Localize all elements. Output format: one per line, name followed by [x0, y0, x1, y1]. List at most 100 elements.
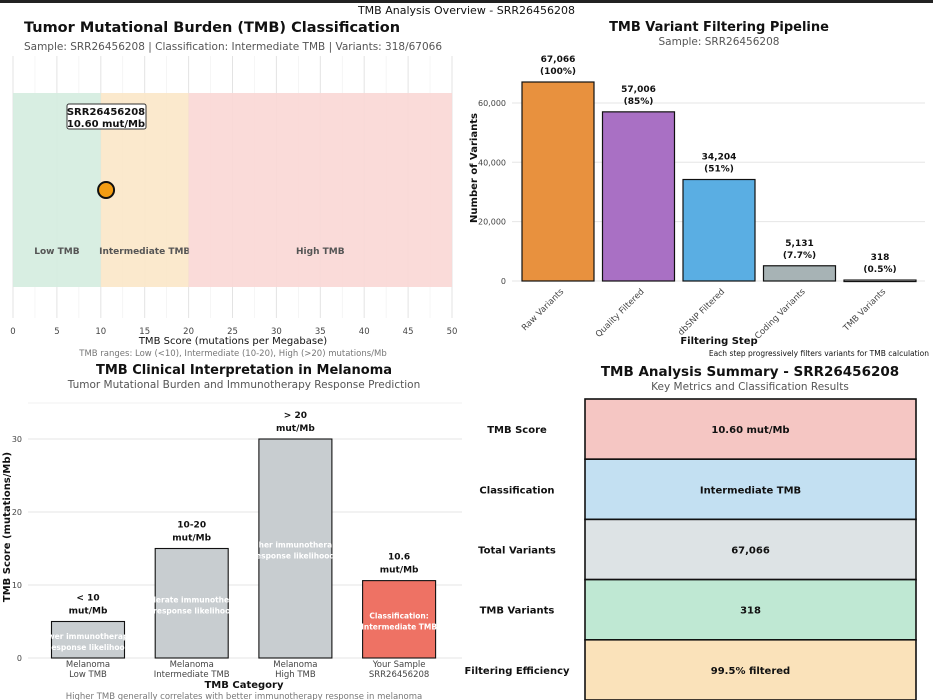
region-label: High TMB: [296, 247, 345, 257]
table-row-label: Total Variants: [478, 546, 556, 557]
y-tick-label: 10: [12, 581, 22, 590]
x-tick-label: Melanoma: [273, 660, 317, 670]
bar-percent-label: (7.7%): [783, 251, 816, 261]
bar-percent-label: (0.5%): [863, 265, 896, 275]
y-axis-label: TMB Score (mutations/Mb): [2, 452, 13, 602]
chart-title: TMB Variant Filtering Pipeline: [609, 20, 829, 35]
table-row-2: [584, 518, 917, 581]
y-tick-label: 0: [501, 277, 506, 286]
x-tick-label: 35: [315, 327, 326, 337]
bar-inner-label: gher immunotherap: [253, 541, 338, 550]
chart-subtitle: Tumor Mutational Burden and Immunotherap…: [67, 379, 420, 391]
bar-3: [762, 265, 837, 282]
x-tick-label: dbSNP Filtered: [676, 287, 727, 338]
bar-0: [50, 620, 126, 659]
x-tick-label: Raw Variants: [520, 287, 566, 333]
sample-annotation-score: 10.60 mut/Mb: [67, 119, 145, 130]
table-row-label: Filtering Efficiency: [464, 666, 570, 677]
bar-2: [682, 178, 756, 282]
y-tick-label: 30: [12, 435, 22, 444]
y-tick-label: 20,000: [478, 218, 506, 227]
table-row-label: TMB Score: [487, 425, 547, 436]
table-row-label: TMB Variants: [480, 606, 555, 617]
bar-top-label: 10.6: [388, 553, 410, 563]
x-tick-label: Your Sample: [372, 660, 426, 670]
table-subtitle: Key Metrics and Classification Results: [651, 381, 849, 393]
bar-top-label: mut/Mb: [276, 424, 315, 434]
bar-value-label: 57,006: [621, 85, 656, 95]
x-tick-label: 5: [54, 327, 59, 337]
top-bar: [0, 0, 933, 3]
table-title: TMB Analysis Summary - SRR26456208: [601, 364, 899, 380]
table-row-label: Classification: [479, 485, 554, 496]
table-row-1: [584, 458, 917, 521]
x-tick-label: 30: [271, 327, 282, 337]
bar-top-label: > 20: [284, 411, 307, 421]
bar-top-label: mut/Mb: [380, 566, 419, 576]
bar-inner-label: Intermediate TMB: [361, 622, 437, 631]
table-row-4: [584, 638, 917, 700]
bar-inner-label: esponse likelihoo: [51, 643, 124, 652]
x-axis-label: TMB Category: [204, 680, 283, 691]
bar-top-label: mut/Mb: [172, 534, 211, 544]
table-row-value: Intermediate TMB: [700, 485, 801, 496]
chart-subtitle: Sample: SRR26456208: [659, 36, 780, 48]
x-tick-label: 50: [447, 327, 458, 337]
table-row-value: 99.5% filtered: [711, 666, 790, 677]
x-tick-label: 40: [359, 327, 370, 337]
x-tick-label: SRR26456208: [369, 670, 429, 680]
chart-note: Higher TMB generally correlates with bet…: [66, 692, 423, 700]
x-tick-label: 25: [227, 327, 238, 337]
bar-top-label: < 10: [76, 594, 99, 604]
chart-note: TMB ranges: Low (<10), Intermediate (10-…: [78, 349, 386, 359]
bar-top-label: mut/Mb: [69, 607, 108, 617]
bar-inner-label: response likelihoo: [153, 606, 230, 615]
x-tick-label: High TMB: [275, 670, 316, 680]
x-tick-label: Quality Filtered: [594, 287, 647, 340]
sample-annotation-box: [66, 103, 147, 130]
bar-1: [601, 111, 676, 282]
chart-title: TMB Clinical Interpretation in Melanoma: [96, 363, 392, 378]
region-label: Low TMB: [34, 247, 79, 257]
bar-value-label: 5,131: [785, 239, 813, 249]
bar-percent-label: (51%): [704, 165, 734, 175]
x-tick-label: Intermediate TMB: [154, 670, 230, 680]
chart-subtitle: Sample: SRR26456208 | Classification: In…: [24, 41, 442, 53]
y-tick-label: 20: [12, 508, 22, 517]
x-tick-label: 10: [95, 327, 106, 337]
x-tick-label: Melanoma: [170, 660, 214, 670]
bar-percent-label: (85%): [624, 97, 654, 107]
x-tick-label: 0: [10, 327, 15, 337]
table-row-value: 10.60 mut/Mb: [711, 425, 789, 436]
chart-title: Tumor Mutational Burden (TMB) Classifica…: [24, 20, 400, 36]
bar-inner-label: esponse likelihood: [256, 552, 335, 561]
x-tick-label: Melanoma: [66, 660, 110, 670]
x-tick-label: Low TMB: [69, 670, 107, 680]
x-tick-label: 15: [139, 327, 150, 337]
table-row-3: [584, 578, 917, 641]
bar-percent-label: (100%): [540, 67, 576, 77]
y-tick-label: 40,000: [478, 158, 506, 167]
x-tick-label: Coding Variants: [753, 287, 808, 342]
region-label: Intermediate TMB: [99, 247, 190, 257]
y-tick-label: 0: [17, 654, 22, 663]
x-tick-label: TMB Variants: [841, 287, 889, 335]
bar-0: [521, 81, 595, 282]
x-axis-label: TMB Score (mutations per Megabase): [138, 336, 327, 347]
bar-value-label: 34,204: [702, 153, 737, 163]
table-row-value: 318: [740, 606, 761, 617]
region-2: [188, 93, 452, 287]
bar-inner-label: derate immunother: [151, 595, 234, 604]
x-tick-label: 45: [403, 327, 414, 337]
sample-point: [97, 181, 116, 199]
bar-1: [154, 547, 229, 659]
bar-3: [362, 580, 437, 659]
bar-inner-label: wer immunotherap: [48, 632, 129, 641]
y-axis-label: Number of Variants: [469, 113, 480, 223]
table-row-value: 67,066: [731, 546, 770, 557]
x-tick-label: 20: [183, 327, 194, 337]
sample-annotation-id: SRR26456208: [67, 107, 145, 118]
